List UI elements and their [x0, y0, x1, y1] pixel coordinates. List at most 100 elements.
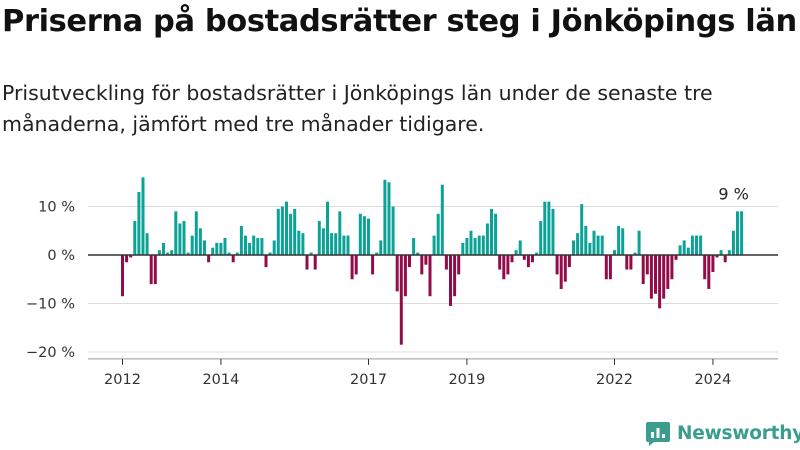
bar [412, 238, 416, 255]
bar [633, 252, 637, 255]
bar [239, 225, 243, 255]
bar [580, 204, 584, 255]
latest-value-label: 9 % [718, 184, 748, 203]
bar [723, 255, 727, 263]
bar [543, 201, 547, 255]
bar [194, 211, 198, 255]
bar [223, 238, 227, 255]
bar [604, 255, 608, 280]
bar [133, 221, 137, 255]
bar [555, 255, 559, 275]
bar [670, 255, 674, 280]
bar [268, 252, 272, 255]
bar [465, 238, 469, 255]
bar [235, 252, 239, 255]
bar [485, 223, 489, 255]
bar [736, 211, 739, 255]
brand-logo[interactable]: Newsworthy [645, 420, 800, 446]
bar [297, 230, 301, 255]
bar [690, 235, 694, 255]
bar [276, 208, 280, 255]
bar [170, 250, 174, 255]
x-tick-label: 2012 [104, 372, 141, 388]
bar [346, 235, 350, 255]
bar [592, 230, 596, 255]
bar [645, 255, 649, 275]
bar [248, 242, 252, 256]
bar [342, 235, 346, 255]
bar [707, 255, 711, 289]
bar [272, 240, 276, 255]
bar [514, 250, 518, 255]
bar [260, 238, 264, 255]
x-tick-label: 2019 [448, 372, 485, 388]
bar [215, 242, 219, 256]
bar [563, 255, 567, 282]
y-tick-label: −10 % [26, 297, 75, 313]
bar [662, 255, 666, 299]
bar [305, 255, 309, 270]
bar [596, 235, 600, 255]
bar [715, 255, 719, 258]
bar [559, 255, 563, 289]
bar [145, 233, 149, 255]
x-tick-label: 2024 [694, 372, 731, 388]
bar [719, 250, 723, 255]
bar [588, 242, 592, 256]
bar [186, 252, 190, 255]
bar [449, 255, 452, 306]
bar [137, 191, 141, 255]
x-tick-label: 2014 [202, 372, 239, 388]
bar [403, 255, 407, 297]
bar [121, 255, 124, 297]
bar [367, 218, 370, 256]
bar [190, 235, 194, 255]
bar [203, 240, 206, 255]
bar [637, 230, 641, 255]
bar [371, 255, 375, 275]
bar [301, 233, 305, 255]
brand-name: Newsworthy [677, 422, 800, 444]
bar [264, 255, 268, 268]
chart-subtitle: Prisutveckling för bostadsrätter i Jönkö… [2, 81, 713, 136]
bar [567, 255, 571, 268]
bar [703, 255, 707, 280]
bar [399, 255, 403, 345]
bars [121, 177, 744, 345]
bar [420, 255, 424, 275]
y-tick-label: 10 % [38, 200, 75, 216]
bar [576, 233, 580, 255]
bar [141, 177, 145, 255]
bar [600, 235, 604, 255]
axes [88, 254, 778, 365]
bar [678, 245, 682, 255]
bar [526, 255, 530, 268]
bar [149, 255, 153, 285]
bar [198, 228, 202, 255]
newsworthy-logo-icon [646, 422, 670, 446]
bar [350, 255, 354, 280]
bar [608, 255, 612, 280]
bar [391, 206, 395, 255]
bar [490, 208, 493, 255]
bar [522, 255, 526, 260]
bar [166, 252, 170, 255]
bar [518, 240, 522, 255]
tick-labels: 10 % 0 % −10 % −20 % 2012 2014 2017 2019 2022 202… [26, 184, 749, 388]
bar [289, 213, 293, 255]
bar [207, 255, 211, 263]
bar [285, 201, 288, 255]
bar [617, 225, 621, 255]
bar [432, 235, 436, 255]
bar [502, 255, 506, 280]
bar [178, 223, 182, 255]
bar [395, 255, 399, 292]
bar [453, 255, 457, 297]
bar [293, 208, 297, 255]
y-tick-label: 0 % [47, 248, 75, 264]
bar [321, 228, 325, 255]
bar [625, 255, 629, 270]
bar [674, 255, 678, 260]
bar [334, 233, 338, 255]
